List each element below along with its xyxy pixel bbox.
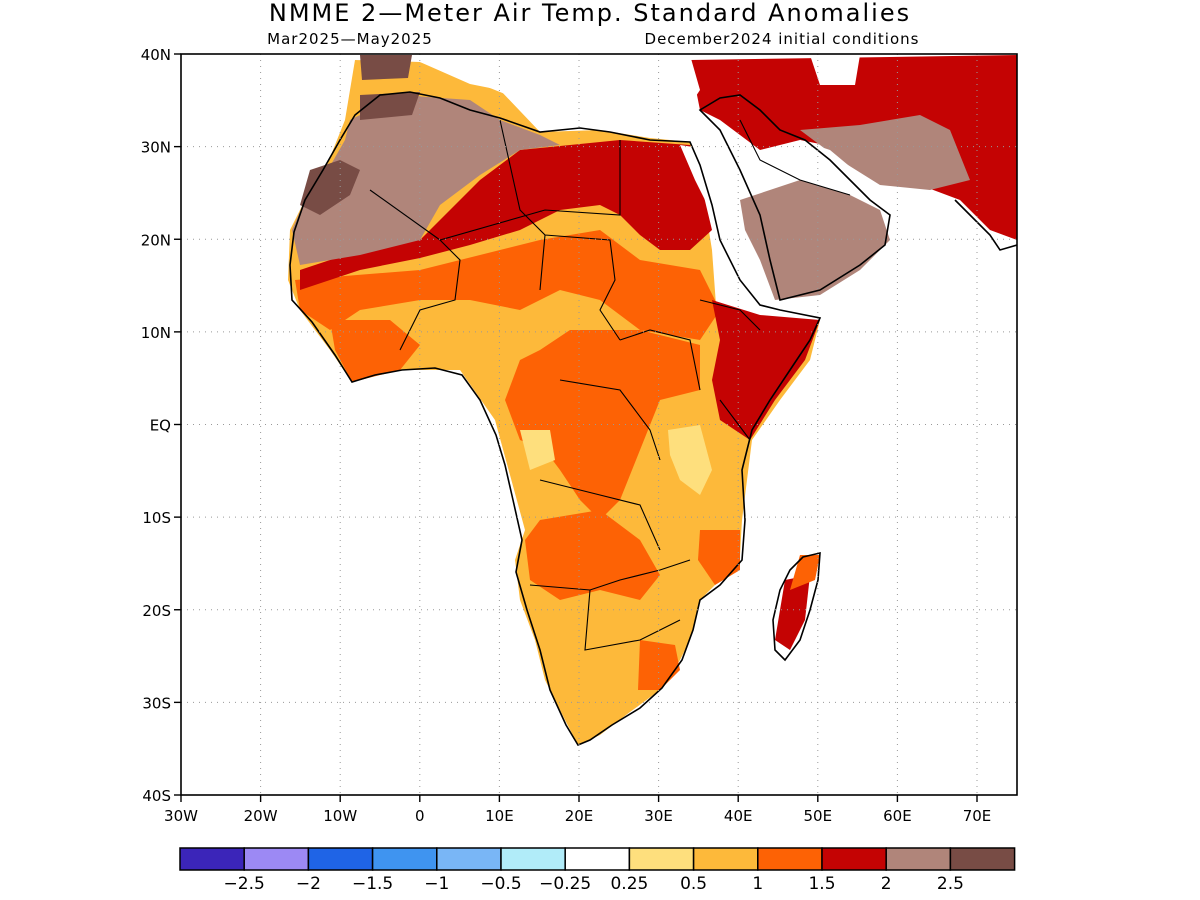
lat-tick-label: EQ bbox=[150, 417, 171, 435]
lat-tick-label: 20S bbox=[142, 602, 171, 620]
darkbrown-zone-nw bbox=[300, 160, 360, 215]
anomaly-field bbox=[288, 55, 1017, 745]
latitude-axis: 40N 30N 20N 10N EQ 10S 20S 30S 40S bbox=[141, 46, 181, 805]
lat-tick-label: 30N bbox=[141, 139, 171, 157]
colorbar-label: 0.25 bbox=[610, 874, 648, 894]
graticule bbox=[181, 54, 1017, 795]
orange-zone-madagascar bbox=[790, 555, 820, 590]
red-zone-horn bbox=[712, 300, 820, 440]
colorbar-swatch bbox=[821, 847, 887, 871]
colorbar-swatch bbox=[371, 847, 438, 871]
colorbar-label: 1.5 bbox=[808, 874, 835, 894]
map-title: NMME 2—Meter Air Temp. Standard Anomalie… bbox=[269, 0, 911, 27]
madagascar-coastline bbox=[772, 551, 821, 662]
colorbar-swatch bbox=[436, 847, 502, 871]
colorbar-label: −0.25 bbox=[539, 874, 591, 894]
country-borders bbox=[369, 119, 851, 651]
colorbar-swatch bbox=[885, 847, 952, 871]
colorbar-label: 2 bbox=[881, 874, 892, 894]
colorbar-label: −2 bbox=[296, 874, 321, 894]
subtitle-initial-conditions: December2024 initial conditions bbox=[645, 30, 920, 48]
colorbar bbox=[179, 847, 1016, 871]
africa-coastline bbox=[289, 91, 822, 747]
lon-tick-label: 10W bbox=[323, 807, 357, 825]
colorbar-label: −1.5 bbox=[352, 874, 393, 894]
lat-tick-label: 40N bbox=[141, 46, 171, 64]
lon-tick-label: 30E bbox=[644, 807, 673, 825]
lon-tick-label: 20W bbox=[244, 807, 278, 825]
orange-zone-east bbox=[505, 330, 700, 520]
lat-tick-label: 10N bbox=[141, 324, 171, 342]
darkbrown-zone-north bbox=[360, 55, 412, 80]
colorbar-labels: −2.5 −2 −1.5 −1 −0.5 −0.25 0.25 0.5 1 1.5 2 2.5 bbox=[224, 874, 964, 894]
colorbar-label: 2.5 bbox=[937, 874, 964, 894]
lon-tick-label: 10E bbox=[485, 807, 514, 825]
orange-zone-west bbox=[295, 230, 720, 340]
colorbar-label: −1 bbox=[424, 874, 449, 894]
orange-zone-south bbox=[525, 510, 660, 600]
lat-tick-label: 10S bbox=[142, 509, 171, 527]
brown-zone-sahara bbox=[292, 95, 560, 265]
caspian-region bbox=[810, 55, 860, 85]
orange-zone-mozambique bbox=[698, 530, 740, 585]
colorbar-swatch bbox=[243, 847, 310, 871]
orange-zone-southeast bbox=[638, 640, 680, 690]
lon-tick-label: 50E bbox=[804, 807, 833, 825]
colorbar-swatch bbox=[564, 847, 631, 871]
brown-zone-iran bbox=[800, 115, 970, 190]
colorbar-label: 1 bbox=[752, 874, 763, 894]
lat-tick-label: 30S bbox=[142, 694, 171, 712]
persian-gulf bbox=[800, 140, 860, 185]
red-zone-sahara bbox=[300, 140, 712, 290]
longitude-axis: 30W 20W 10W 0 10E 20E 30E 40E 50E 60E 70E bbox=[164, 795, 991, 825]
lon-tick-label: 30W bbox=[164, 807, 198, 825]
coastlines bbox=[289, 91, 1017, 747]
lat-tick-label: 40S bbox=[142, 787, 171, 805]
colorbar-swatch bbox=[692, 847, 759, 871]
lon-tick-label: 60E bbox=[883, 807, 912, 825]
colorbar-swatch bbox=[757, 847, 823, 871]
light-zone-congo bbox=[520, 430, 555, 470]
colorbar-swatch bbox=[500, 847, 566, 871]
orange-zone-sahel-south bbox=[330, 320, 420, 382]
arabia-coastline bbox=[698, 94, 891, 301]
light-zone-rift bbox=[668, 425, 712, 495]
red-sea bbox=[680, 145, 768, 305]
colorbar-swatch bbox=[949, 847, 1016, 871]
lon-tick-label: 70E bbox=[963, 807, 992, 825]
lat-tick-label: 20N bbox=[141, 231, 171, 249]
lon-tick-label: 20E bbox=[565, 807, 594, 825]
india-coastline bbox=[954, 199, 1017, 251]
europe-region bbox=[420, 55, 700, 125]
colorbar-swatch bbox=[307, 847, 374, 871]
colorbar-swatch bbox=[179, 847, 245, 871]
colorbar-label: −0.5 bbox=[480, 874, 521, 894]
colorbar-swatch bbox=[628, 847, 695, 871]
subtitle-period: Mar2025—May2025 bbox=[267, 30, 433, 48]
red-zone-madagascar bbox=[775, 575, 810, 650]
colorbar-label: −2.5 bbox=[224, 874, 265, 894]
lon-tick-label: 0 bbox=[415, 807, 425, 825]
colorbar-label: 0.5 bbox=[680, 874, 707, 894]
lon-tick-label: 40E bbox=[724, 807, 753, 825]
